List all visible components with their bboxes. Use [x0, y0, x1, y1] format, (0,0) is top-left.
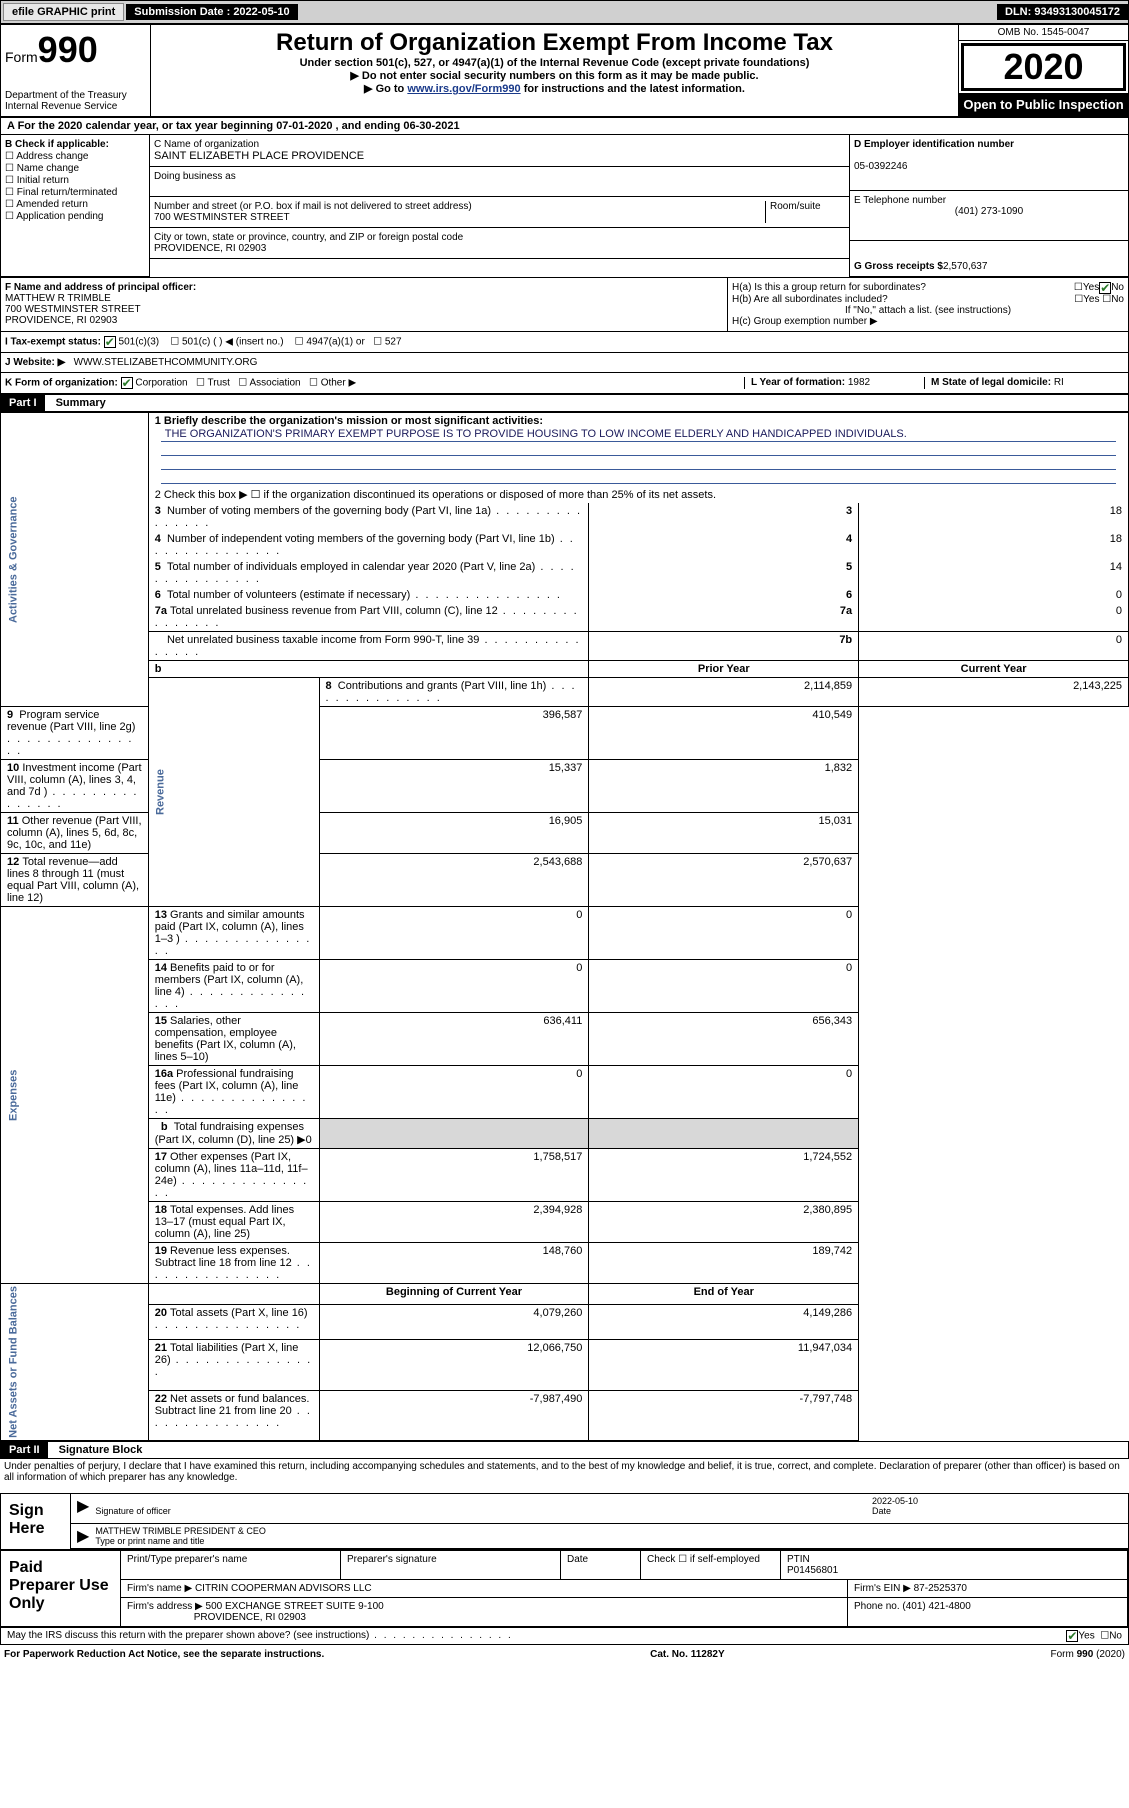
efile-button[interactable]: efile GRAPHIC print [3, 3, 124, 21]
header-row: Form990 Department of the Treasury Inter… [0, 24, 1129, 117]
sign-here-section: Sign Here ▶Signature of officer2022-05-1… [0, 1493, 1129, 1550]
phone: (401) 273-1090 [854, 206, 1124, 217]
form990-link[interactable]: www.irs.gov/Form990 [407, 83, 520, 95]
row-a-tax-year: A For the 2020 calendar year, or tax yea… [0, 117, 1129, 135]
header-mid: Return of Organization Exempt From Incom… [151, 25, 958, 116]
website: WWW.STELIZABETHCOMMUNITY.ORG [74, 357, 258, 368]
submission-date: Submission Date : 2022-05-10 [126, 4, 297, 20]
header-left: Form990 Department of the Treasury Inter… [1, 25, 151, 116]
expenses-label: Expenses [1, 907, 149, 1284]
subtitle-2: ▶ Do not enter social security numbers o… [155, 69, 954, 82]
dept-treasury: Department of the Treasury Internal Reve… [5, 90, 146, 112]
paid-preparer-section: Paid Preparer Use Only Print/Type prepar… [0, 1550, 1129, 1627]
perjury-statement: Under penalties of perjury, I declare th… [0, 1459, 1129, 1485]
netassets-label: Net Assets or Fund Balances [1, 1284, 149, 1441]
part-ii-header: Part II Signature Block [0, 1441, 1129, 1459]
footer: For Paperwork Reduction Act Notice, see … [0, 1645, 1129, 1664]
col-d-contact: D Employer identification number 05-0392… [849, 135, 1129, 277]
tax-year: 2020 [961, 43, 1126, 91]
governance-label: Activities & Governance [1, 413, 149, 707]
org-address: 700 WESTMINSTER STREET [154, 212, 765, 223]
omb-number: OMB No. 1545-0047 [959, 25, 1128, 41]
top-bar: efile GRAPHIC print Submission Date : 20… [0, 0, 1129, 24]
gross-receipts: 2,570,637 [943, 261, 988, 272]
501c3-checkbox[interactable] [104, 336, 116, 348]
mission-text: THE ORGANIZATION'S PRIMARY EXEMPT PURPOS… [161, 427, 1116, 442]
row-k-form-org: K Form of organization: Corporation ☐ Tr… [0, 373, 1129, 394]
form-title: Return of Organization Exempt From Incom… [155, 29, 954, 57]
ein: 05-0392246 [854, 161, 907, 172]
col-b-checkboxes: B Check if applicable: ☐ Address change … [0, 135, 150, 277]
col-c-org-info: C Name of organization SAINT ELIZABETH P… [150, 135, 849, 277]
org-city: PROVIDENCE, RI 02903 [154, 243, 845, 254]
open-public: Open to Public Inspection [959, 93, 1128, 116]
row-fh: F Name and address of principal officer:… [0, 277, 1129, 332]
dln: DLN: 93493130045172 [997, 4, 1128, 20]
section-bcd: B Check if applicable: ☐ Address change … [0, 135, 1129, 277]
subtitle-3: ▶ Go to www.irs.gov/Form990 for instruct… [155, 82, 954, 95]
row-j-website: J Website: ▶ WWW.STELIZABETHCOMMUNITY.OR… [0, 353, 1129, 373]
org-name: SAINT ELIZABETH PLACE PROVIDENCE [154, 150, 845, 162]
discuss-row: May the IRS discuss this return with the… [0, 1627, 1129, 1645]
summary-table: Activities & Governance 1 Briefly descri… [0, 412, 1129, 1441]
revenue-label: Revenue [148, 678, 319, 907]
row-i-tax-status: I Tax-exempt status: 501(c)(3) ☐ 501(c) … [0, 332, 1129, 353]
subtitle-1: Under section 501(c), 527, or 4947(a)(1)… [155, 57, 954, 69]
part-i-header: Part I Summary [0, 394, 1129, 412]
header-right: OMB No. 1545-0047 2020 Open to Public In… [958, 25, 1128, 116]
